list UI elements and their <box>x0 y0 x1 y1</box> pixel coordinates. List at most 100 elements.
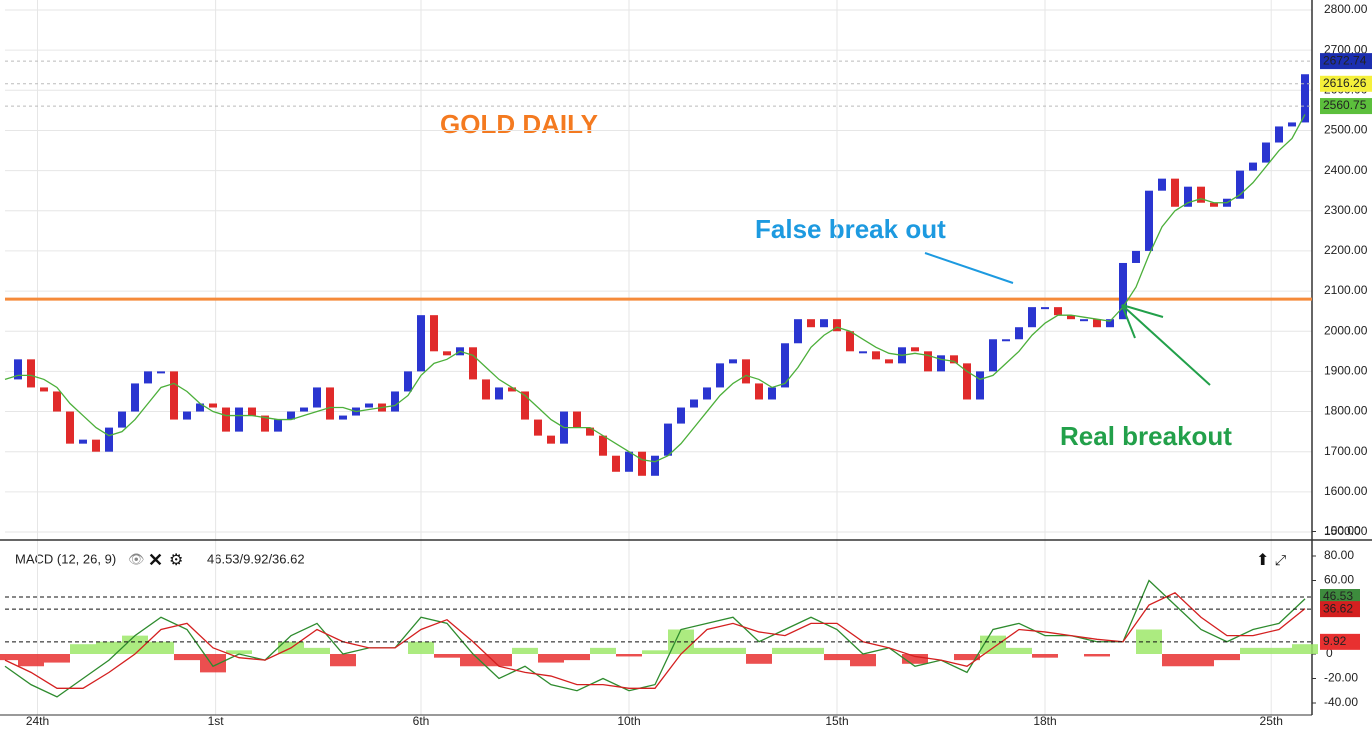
histogram-bar <box>434 654 460 658</box>
histogram-bar <box>772 647 798 654</box>
settings-icon[interactable]: ⚙ <box>169 552 183 569</box>
candle <box>274 419 282 432</box>
candle <box>1288 122 1296 127</box>
y-tick-label: 1500.00 <box>1324 524 1368 538</box>
candle <box>1028 307 1036 328</box>
candle <box>1119 262 1127 320</box>
candle <box>66 411 74 444</box>
candle <box>716 363 724 388</box>
y-tick-label: 2700.00 <box>1324 42 1368 56</box>
candle <box>144 371 152 384</box>
value-badge-label: 36.62 <box>1323 601 1353 615</box>
eye-icon[interactable]: 👁 <box>128 551 145 566</box>
candle <box>651 455 659 476</box>
candle <box>170 371 178 420</box>
annotation: False break out <box>755 214 946 244</box>
candle <box>1158 178 1166 191</box>
candle <box>326 387 334 420</box>
y-tick-label: 0 <box>1326 646 1333 660</box>
price-badge <box>1320 98 1372 115</box>
histogram-bar <box>0 654 18 661</box>
histogram-bar <box>824 654 850 661</box>
histogram-bar <box>1006 647 1032 654</box>
histogram-bar <box>564 654 590 661</box>
x-tick-label: 18th <box>1033 714 1056 728</box>
candle <box>417 315 425 372</box>
candle <box>1093 319 1101 328</box>
overlay: 👁 ✕ ⚙ ⬆ ⤢ <box>128 252 1286 570</box>
candle <box>989 339 997 372</box>
y-tick-label: -40.00 <box>1324 695 1358 709</box>
histogram-bar <box>1214 654 1240 661</box>
arrow <box>924 252 1014 284</box>
arrow <box>1121 304 1136 339</box>
macd-line <box>4 591 1306 689</box>
y-tick-label: 60.00 <box>1324 573 1354 587</box>
histogram-bar <box>460 654 486 667</box>
candle <box>1041 307 1049 310</box>
candle <box>339 415 347 420</box>
candle <box>157 371 165 374</box>
histogram-bar <box>642 650 668 654</box>
candle <box>261 415 269 432</box>
candle <box>768 387 776 400</box>
y-tick-label: 2800.00 <box>1324 2 1368 16</box>
histogram-bar <box>1240 647 1266 654</box>
candle <box>976 371 984 400</box>
close-icon[interactable]: ✕ <box>148 550 163 570</box>
value-badge <box>1320 589 1360 606</box>
move-up-icon[interactable]: ⬆ <box>1256 552 1269 569</box>
histogram-bar <box>616 654 642 657</box>
x-tick-label: 6th <box>413 714 430 728</box>
candle <box>365 403 373 408</box>
candle <box>183 411 191 420</box>
histogram-bar <box>902 654 928 664</box>
candle <box>1002 339 1010 342</box>
candle <box>209 403 217 408</box>
histogram-bar <box>1032 654 1058 658</box>
candle <box>118 411 126 428</box>
candle <box>677 407 685 424</box>
macd-line <box>4 579 1306 698</box>
candle <box>963 363 971 400</box>
candle <box>131 383 139 412</box>
candle <box>664 423 672 456</box>
y-tick-label: 2500.00 <box>1324 123 1368 137</box>
candle <box>573 411 581 428</box>
x-tick-label: 15th <box>825 714 848 728</box>
x-tick-label: 1st <box>208 714 225 728</box>
candle <box>937 355 945 372</box>
y-tick-label: 2400.00 <box>1324 163 1368 177</box>
candle <box>755 383 763 400</box>
y-tick-label: 1800.00 <box>1324 404 1368 418</box>
candle <box>391 391 399 412</box>
candle <box>235 407 243 432</box>
candle <box>443 351 451 356</box>
candle <box>599 435 607 456</box>
candle <box>521 391 529 420</box>
candle <box>300 407 308 412</box>
candle <box>1275 126 1283 143</box>
histogram-bar <box>96 641 122 654</box>
candle <box>1249 162 1257 171</box>
candle <box>53 391 61 412</box>
y-tick-label: 1900.00 <box>1324 364 1368 378</box>
candle <box>222 407 230 432</box>
candle <box>430 315 438 352</box>
y-tick-label: 100.00 <box>1324 524 1361 538</box>
value-badge <box>1320 601 1360 618</box>
candle <box>807 319 815 328</box>
y-tick-label: 2300.00 <box>1324 203 1368 217</box>
value-badge-label: 46.53 <box>1323 589 1353 603</box>
expand-icon[interactable]: ⤢ <box>1275 552 1286 568</box>
candle <box>196 403 204 412</box>
x-tick-label: 10th <box>617 714 640 728</box>
histogram-bar <box>304 647 330 654</box>
y-tick-label: 2200.00 <box>1324 243 1368 257</box>
candle <box>742 359 750 384</box>
candle <box>547 435 555 444</box>
candle <box>781 343 789 388</box>
annotation: Real breakout <box>1060 421 1232 451</box>
candle <box>1210 202 1218 207</box>
value-badge-label: 9.92 <box>1323 634 1347 648</box>
